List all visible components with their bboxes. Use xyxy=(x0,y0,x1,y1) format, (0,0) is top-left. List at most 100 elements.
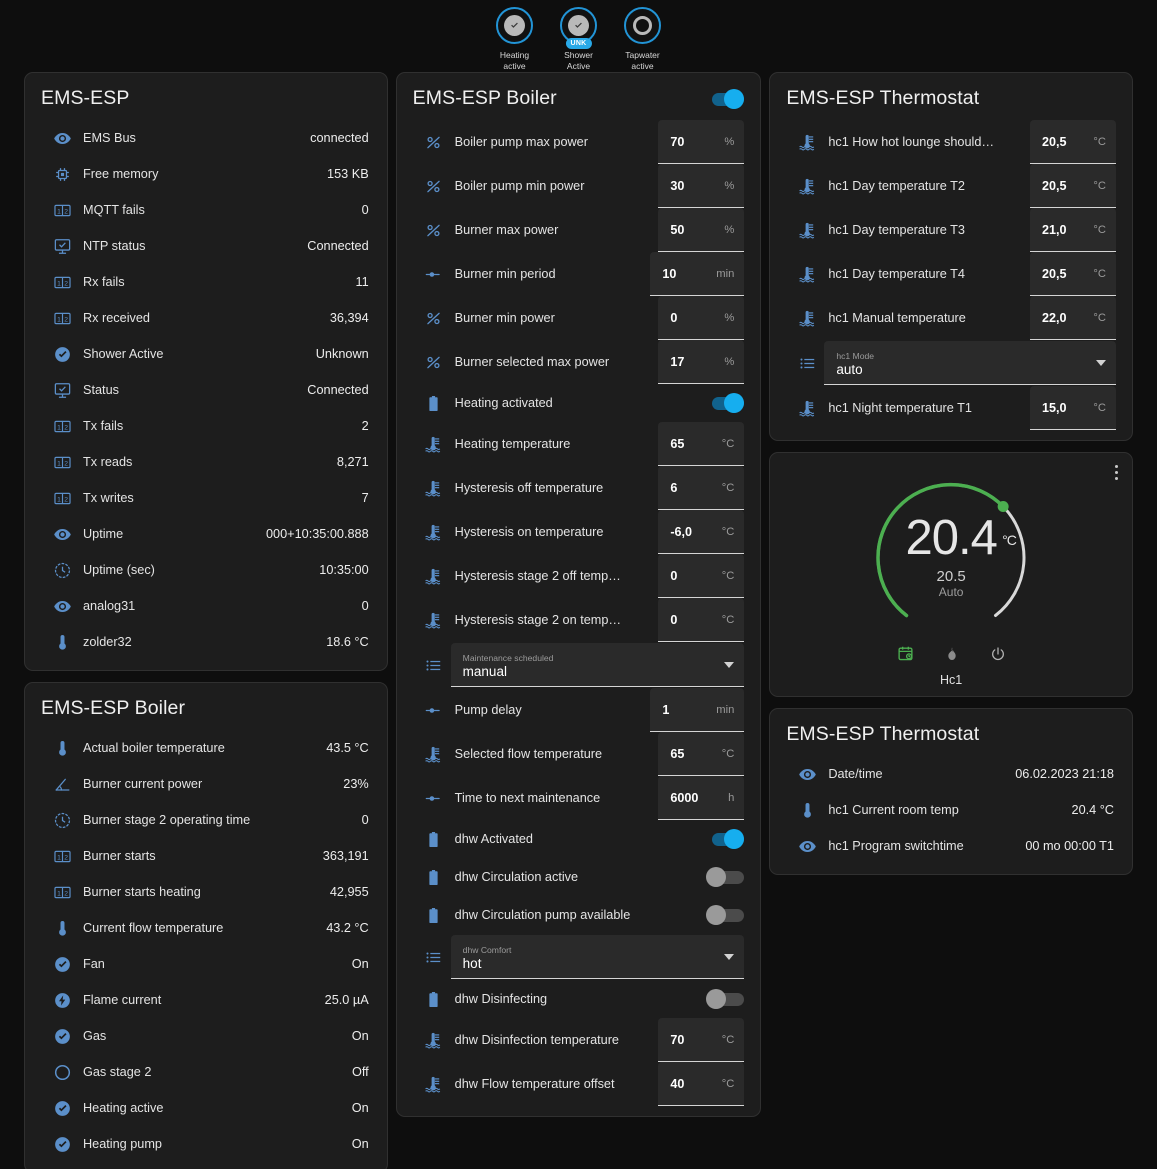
coolant-temp-icon xyxy=(790,309,824,328)
coolant-temp-icon xyxy=(417,745,451,764)
value-input[interactable]: 70 °C xyxy=(658,1018,745,1062)
setting-row: Heating temperature 65 °C xyxy=(413,422,745,466)
value-input[interactable]: 50 % xyxy=(658,208,745,252)
setting-label: Boiler pump max power xyxy=(454,135,588,149)
value-input[interactable]: 15,0 °C xyxy=(1029,386,1116,430)
input-value: 65 xyxy=(670,436,685,451)
power-icon[interactable] xyxy=(990,646,1006,667)
chevron-down-icon[interactable] xyxy=(724,953,735,960)
setting-toggle[interactable] xyxy=(706,905,745,925)
calendar-clock-icon[interactable] xyxy=(897,645,914,667)
list-item-value: On xyxy=(351,957,369,971)
status-ring[interactable] xyxy=(496,7,533,44)
value-input[interactable]: 0 % xyxy=(658,296,745,340)
value-input[interactable]: 20,5 °C xyxy=(1029,120,1116,164)
value-input[interactable]: 0 °C xyxy=(658,598,745,642)
list-item[interactable]: Heating active On xyxy=(41,1090,371,1126)
setting-select[interactable]: hc1 Mode auto xyxy=(824,341,1116,385)
setting-toggle[interactable] xyxy=(706,867,745,887)
value-input[interactable]: -6,0 °C xyxy=(658,510,745,554)
list-item[interactable]: hc1 Current room temp 20.4 °C xyxy=(786,792,1116,828)
list-item[interactable]: Flame current 25.0 µA xyxy=(41,982,371,1018)
value-input[interactable]: 70 % xyxy=(658,120,745,164)
list-item[interactable]: Status Connected xyxy=(41,372,371,408)
list-item[interactable]: Date/time 06.02.2023 21:18 xyxy=(786,756,1116,792)
boiler-enable-toggle[interactable] xyxy=(706,88,745,109)
list-item-label: Burner stage 2 operating time xyxy=(83,813,251,827)
value-input[interactable]: 6000 h xyxy=(658,776,745,820)
value-input[interactable]: 21,0 °C xyxy=(1029,208,1116,252)
value-input[interactable]: 65 °C xyxy=(658,422,745,466)
list-icon xyxy=(790,354,824,373)
more-vertical-icon[interactable] xyxy=(1114,465,1118,480)
setting-toggle[interactable] xyxy=(706,393,745,413)
list-item[interactable]: EMS Bus connected xyxy=(41,120,371,156)
percent-icon xyxy=(417,133,451,152)
select-label: dhw Comfort xyxy=(462,945,512,955)
value-input[interactable]: 6 °C xyxy=(658,466,745,510)
status-item-1[interactable]: UNK Shower Active xyxy=(550,7,608,71)
setting-toggle[interactable] xyxy=(706,989,745,1009)
input-unit: °C xyxy=(721,437,735,450)
setting-select[interactable]: Maintenance scheduled manual xyxy=(450,643,745,687)
status-ring[interactable] xyxy=(624,7,661,44)
list-item[interactable]: Burner current power 23% xyxy=(41,766,371,802)
thermostat-mode: Auto xyxy=(938,584,964,599)
flame-icon[interactable] xyxy=(944,646,960,667)
setting-select[interactable]: dhw Comfort hot xyxy=(450,935,745,979)
status-item-0[interactable]: Heating active xyxy=(486,7,544,71)
list-item[interactable]: Fan On xyxy=(41,946,371,982)
status-ring[interactable]: UNK xyxy=(560,7,597,49)
value-input[interactable]: 10 min xyxy=(650,252,745,296)
list-item[interactable]: analog31 0 xyxy=(41,588,371,624)
check-circle-icon xyxy=(568,15,589,36)
value-input[interactable]: 22,0 °C xyxy=(1029,296,1116,340)
status-item-2[interactable]: Tapwater active xyxy=(614,7,672,71)
list-item-value: 0 xyxy=(361,599,369,613)
list-item[interactable]: Shower Active Unknown xyxy=(41,336,371,372)
list-item[interactable]: Gas On xyxy=(41,1018,371,1054)
list-item[interactable]: zolder32 18.6 °C xyxy=(41,624,371,660)
chip-icon xyxy=(45,165,79,184)
value-input[interactable]: 17 % xyxy=(658,340,745,384)
coolant-temp-icon xyxy=(790,177,824,196)
value-input[interactable]: 30 % xyxy=(658,164,745,208)
coolant-temp-icon xyxy=(790,133,824,152)
list-item[interactable]: NTP status Connected xyxy=(41,228,371,264)
list-item[interactable]: Heating pump On xyxy=(41,1126,371,1162)
setting-toggle[interactable] xyxy=(706,829,745,849)
value-input[interactable]: 40 °C xyxy=(658,1062,745,1106)
list-item[interactable]: Current flow temperature 43.2 °C xyxy=(41,910,371,946)
list-item-value: 23% xyxy=(343,777,369,791)
list-item[interactable]: Free memory 153 KB xyxy=(41,156,371,192)
status-item-label: Heating active xyxy=(499,50,530,71)
list-item[interactable]: Uptime (sec) 10:35:00 xyxy=(41,552,371,588)
circle-outline-icon xyxy=(45,1063,79,1082)
temperature-gauge[interactable]: 20.4 °C 20.5 Auto xyxy=(864,467,1038,641)
value-input[interactable]: 1 min xyxy=(650,688,745,732)
card-header: EMS-ESP Boiler xyxy=(413,87,745,110)
list-item[interactable]: Actual boiler temperature 43.5 °C xyxy=(41,730,371,766)
list-icon xyxy=(417,948,451,967)
setting-row: dhw Flow temperature offset 40 °C xyxy=(413,1062,745,1106)
list-item[interactable]: hc1 Program switchtime 00 mo 00:00 T1 xyxy=(786,828,1116,864)
chevron-down-icon[interactable] xyxy=(1095,359,1106,366)
list-item[interactable]: Burner stage 2 operating time 0 xyxy=(41,802,371,838)
chevron-down-icon[interactable] xyxy=(724,661,735,668)
list-item[interactable]: Gas stage 2 Off xyxy=(41,1054,371,1090)
list-item[interactable]: Uptime 000+10:35:00.888 xyxy=(41,516,371,552)
value-input[interactable]: 20,5 °C xyxy=(1029,164,1116,208)
value-input[interactable]: 20,5 °C xyxy=(1029,252,1116,296)
value-input[interactable]: 0 °C xyxy=(658,554,745,598)
temperature-unit: °C xyxy=(1002,531,1017,548)
value-input[interactable]: 65 °C xyxy=(658,732,745,776)
